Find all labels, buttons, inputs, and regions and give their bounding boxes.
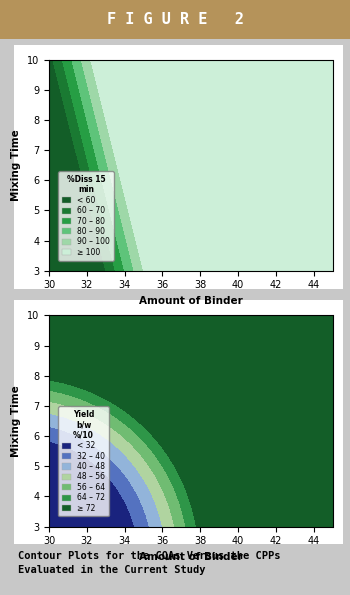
X-axis label: Amount of Binder: Amount of Binder [139,296,243,306]
Y-axis label: Mixing Time: Mixing Time [12,385,21,457]
Legend: < 32, 32 – 40, 40 – 48, 48 – 56, 56 – 64, 64 – 72, ≥ 72: < 32, 32 – 40, 40 – 48, 48 – 56, 56 – 64… [58,406,109,516]
X-axis label: Amount of Binder: Amount of Binder [139,552,243,562]
Text: F I G U R E   2: F I G U R E 2 [106,12,244,27]
Legend: < 60, 60 – 70, 70 – 80, 80 – 90, 90 – 100, ≥ 100: < 60, 60 – 70, 70 – 80, 80 – 90, 90 – 10… [58,171,113,261]
Y-axis label: Mixing Time: Mixing Time [12,129,21,201]
Text: Contour Plots for the CQAs Versus the CPPs
Evaluated in the Current Study: Contour Plots for the CQAs Versus the CP… [18,550,280,575]
